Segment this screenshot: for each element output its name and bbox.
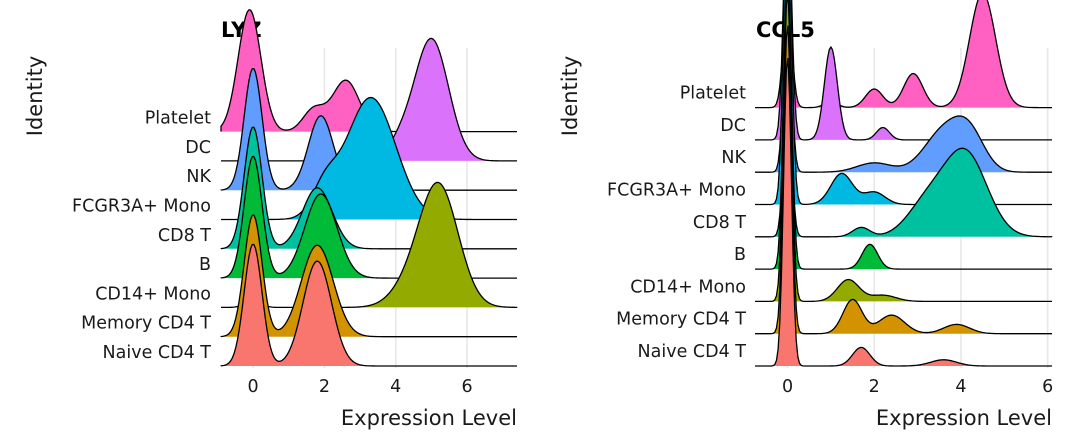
y-category-label: CD8 T (693, 213, 746, 233)
x-tick-label: 0 (248, 377, 259, 397)
ridge-naive-cd4-t (755, 57, 1052, 367)
y-category-label: CD14+ Mono (630, 277, 746, 297)
x-tick-label: 6 (1042, 377, 1053, 397)
y-category-label: DC (185, 138, 211, 158)
y-category-label: B (734, 245, 746, 265)
x-tick-label: 2 (319, 377, 330, 397)
ridge-fcgr3a-mono (221, 96, 517, 221)
x-tick-label: 2 (869, 377, 880, 397)
y-category-label: DC (720, 116, 746, 136)
x-tick-label: 6 (462, 377, 473, 397)
x-axis-title: Expression Level (341, 406, 517, 430)
y-category-label: FCGR3A+ Mono (607, 181, 746, 201)
x-tick-label: 4 (955, 377, 966, 397)
y-category-label: Platelet (145, 109, 211, 129)
y-category-label: Naive CD4 T (638, 342, 747, 362)
y-category-label: Platelet (680, 84, 746, 104)
ridge-naive-cd4-t (220, 243, 517, 367)
y-category-label: NK (186, 167, 211, 187)
x-axis-title: Expression Level (876, 406, 1052, 430)
ridge-cd14-mono (221, 181, 518, 309)
y-category-label: CD8 T (158, 226, 211, 246)
panel-ccl5: CCL5 Identity Expression Level Naive CD4… (558, 0, 1053, 430)
ridge-memory-cd4-t (755, 25, 1052, 335)
y-axis-title: Identity (23, 56, 47, 136)
ridge-platelet (755, 0, 1052, 109)
ridge-cd8-t (755, 82, 1053, 238)
panel-lyz: LYZ Identity Expression Level Naive CD4 … (23, 9, 518, 430)
y-category-label: FCGR3A+ Mono (72, 197, 211, 217)
ridge-cd14-mono (755, 0, 1052, 303)
ridge-memory-cd4-t (220, 214, 517, 338)
y-axis-title: Identity (558, 56, 582, 136)
x-tick-label: 4 (390, 377, 401, 397)
y-category-label: NK (721, 148, 746, 168)
y-category-label: CD14+ Mono (95, 284, 211, 304)
ridge-dc (755, 0, 1052, 141)
y-category-label: Naive CD4 T (103, 343, 212, 363)
y-category-label: Memory CD4 T (81, 314, 211, 334)
y-category-label: Memory CD4 T (616, 310, 746, 330)
x-tick-label: 0 (782, 377, 793, 397)
y-category-label: B (199, 255, 211, 275)
